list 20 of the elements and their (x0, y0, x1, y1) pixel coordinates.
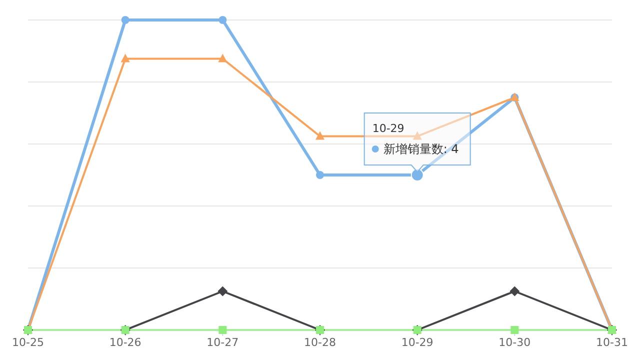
x-tick-label: 10-26 (109, 336, 142, 349)
point (121, 16, 130, 24)
x-tick-label: 10-30 (498, 336, 531, 349)
point (510, 326, 519, 334)
x-tick-label: 10-28 (304, 336, 336, 349)
point (218, 16, 227, 24)
x-tick-label: 10-29 (401, 336, 434, 349)
point (316, 131, 324, 140)
x-tick-label: 10-25 (12, 336, 44, 349)
point (120, 54, 130, 62)
annotation: 10-29 (372, 122, 404, 135)
x-tick-label: 10-27 (206, 336, 239, 349)
point (412, 131, 422, 140)
point (218, 54, 228, 62)
point (218, 326, 227, 334)
point (510, 286, 520, 296)
point (218, 286, 228, 296)
point (316, 171, 324, 179)
x-tick-label: 10-31 (596, 336, 628, 349)
annotation: 新增销量数: 4 (383, 142, 459, 156)
